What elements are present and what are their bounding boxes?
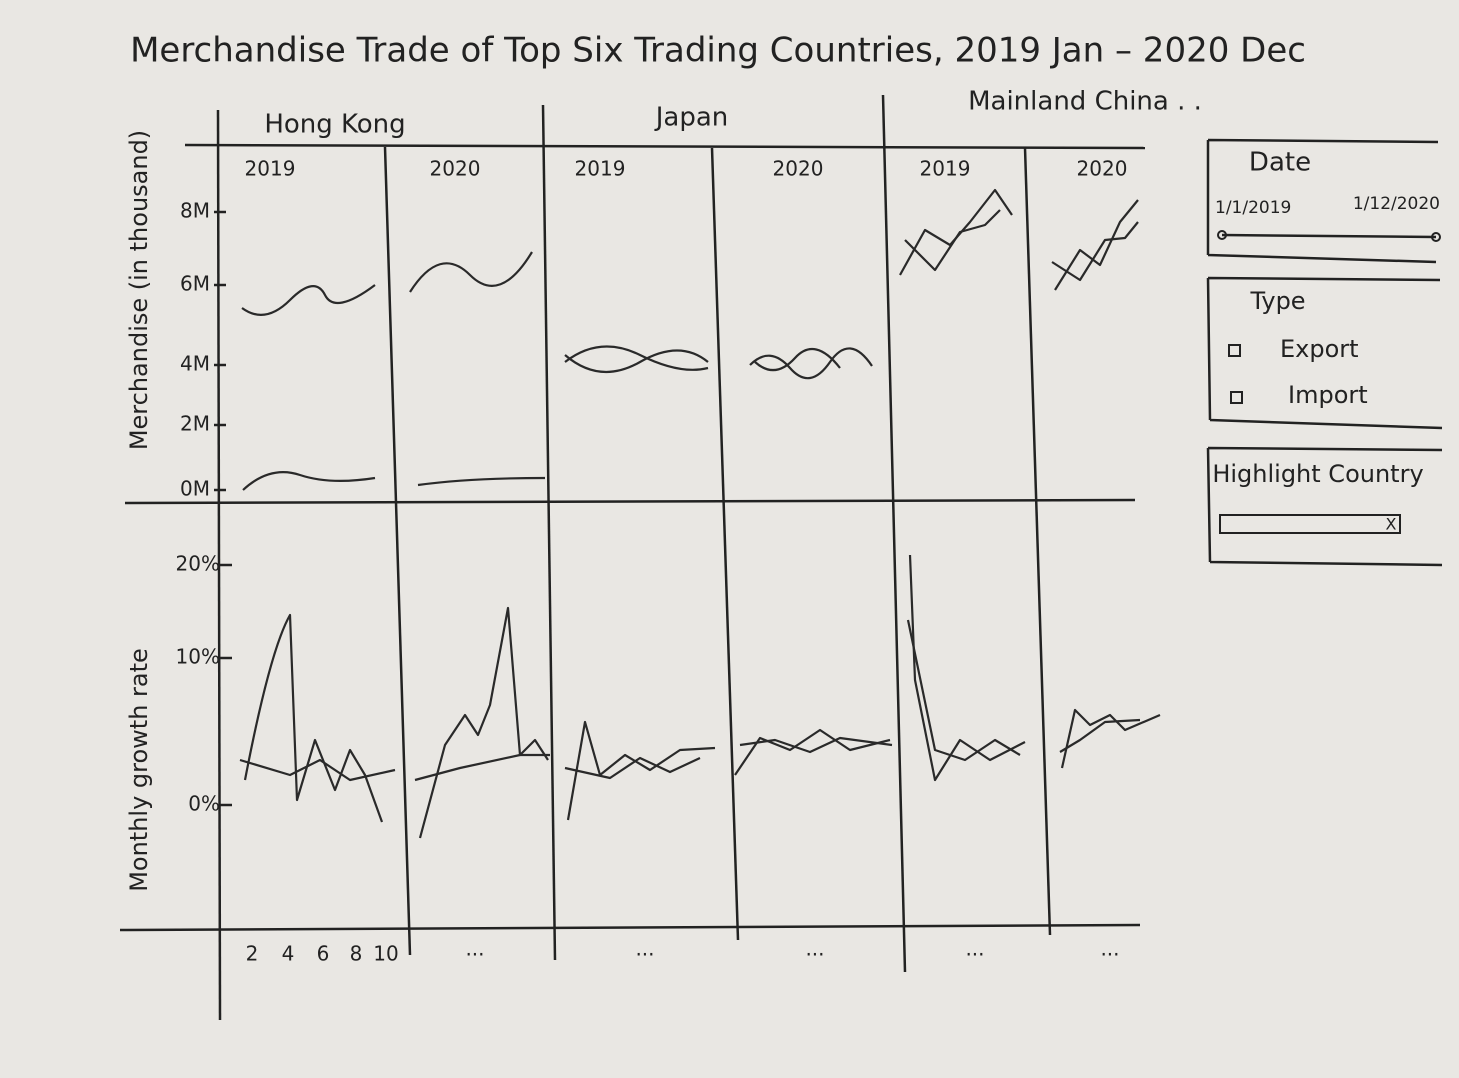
y-tick-label: 2M xyxy=(180,412,210,436)
clear-button[interactable]: X xyxy=(1386,515,1397,534)
y-tick-label: 20% xyxy=(176,552,220,576)
date-start: 1/1/2019 xyxy=(1215,198,1291,218)
year-label: 2019 xyxy=(245,157,296,181)
filter-boxes xyxy=(1206,138,1443,567)
x-tick-label: 6 xyxy=(317,942,330,966)
country-header: Hong Kong xyxy=(264,110,405,140)
year-label: 2019 xyxy=(575,157,626,181)
filter-label: Date xyxy=(1249,148,1311,178)
y-tick-label: 10% xyxy=(176,645,220,669)
x-ellipsis: ... xyxy=(465,937,484,961)
axis-title: Monthly growth rate xyxy=(125,648,153,892)
axis-title: Merchandise (in thousand) xyxy=(125,130,153,450)
type-option[interactable]: Import xyxy=(1288,381,1368,409)
y-tick-label: 0M xyxy=(180,477,210,501)
y-tick-label: 4M xyxy=(180,352,210,376)
x-ellipsis: ... xyxy=(805,937,824,961)
country-header: Mainland China . . xyxy=(968,87,1202,117)
x-ellipsis: ... xyxy=(635,937,654,961)
x-ellipsis: ... xyxy=(1100,937,1119,961)
type-option[interactable]: Export xyxy=(1280,335,1359,363)
import-checkbox[interactable] xyxy=(1230,391,1243,404)
filter-label: Highlight Country xyxy=(1212,460,1423,488)
page-title: Merchandise Trade of Top Six Trading Cou… xyxy=(130,31,1306,71)
country-header: Japan xyxy=(654,103,729,133)
x-tick-label: 4 xyxy=(282,942,295,966)
year-label: 2020 xyxy=(773,157,824,181)
y-tick-label: 8M xyxy=(180,199,210,223)
year-label: 2020 xyxy=(1077,157,1128,181)
export-checkbox[interactable] xyxy=(1228,344,1241,357)
y-tick-label: 0% xyxy=(188,792,220,816)
year-label: 2019 xyxy=(920,157,971,181)
x-tick-label: 10 xyxy=(373,942,398,966)
x-ellipsis: ... xyxy=(965,937,984,961)
x-tick-label: 2 xyxy=(246,942,259,966)
country-input[interactable] xyxy=(1219,514,1401,534)
sketch-lines xyxy=(239,188,1161,839)
year-label: 2020 xyxy=(430,157,481,181)
y-tick-label: 6M xyxy=(180,272,210,296)
date-end: 1/12/2020 xyxy=(1353,194,1440,214)
grid-frame xyxy=(119,94,1146,1021)
x-tick-label: 8 xyxy=(350,942,363,966)
filter-label: Type xyxy=(1249,287,1305,315)
